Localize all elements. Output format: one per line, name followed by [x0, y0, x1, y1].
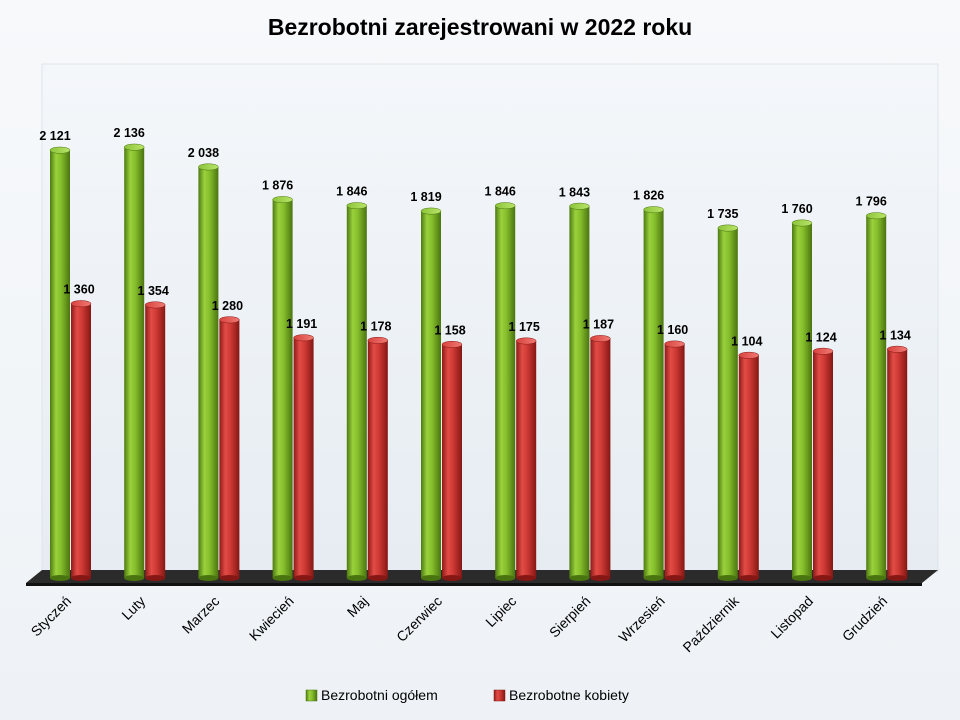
data-label-women-10: 1 104 — [731, 334, 762, 348]
bars-layer — [49, 143, 908, 581]
x-tick-label-3: Marzec — [179, 593, 223, 637]
data-label-total-12: 1 796 — [856, 195, 887, 209]
legend: Bezrobotni ogółem Bezrobotne kobiety — [305, 687, 629, 703]
legend-label-women: Bezrobotne kobiety — [509, 687, 629, 703]
bar-women-8 — [590, 335, 611, 581]
x-tick-label-6: Czerwiec — [393, 593, 445, 645]
bar-total-1 — [49, 146, 71, 581]
bar-total-8 — [569, 202, 590, 581]
bar-women-3 — [219, 316, 240, 581]
legend-label-total: Bezrobotni ogółem — [321, 687, 438, 703]
x-tick-label-8: Sierpień — [546, 593, 594, 641]
data-label-total-7: 1 846 — [485, 185, 516, 199]
bar-women-9 — [664, 340, 685, 581]
bar-total-12 — [865, 212, 887, 581]
x-tick-label-9: Wrzesień — [615, 593, 667, 645]
data-label-women-6: 1 158 — [434, 323, 465, 337]
bar-women-7 — [515, 337, 537, 581]
bar-women-4 — [293, 334, 314, 581]
data-label-total-8: 1 843 — [559, 185, 590, 199]
x-tick-label-10: Październik — [679, 592, 742, 655]
data-label-total-2: 2 136 — [114, 126, 145, 140]
x-axis-ticks: Styczeń Luty Marzec Kwiecień Maj Czerwiec Lipi… — [28, 592, 891, 655]
plot-floor — [26, 570, 938, 583]
bar-total-6 — [420, 207, 442, 581]
plot-back-wall — [41, 63, 939, 573]
data-label-women-1: 1 360 — [63, 283, 94, 297]
x-tick-label-1: Styczeń — [28, 593, 75, 640]
chart-title: Bezrobotni zarejestrowani w 2022 roku — [268, 14, 692, 40]
data-label-women-3: 1 280 — [212, 299, 243, 313]
legend-swatch-total — [305, 689, 318, 702]
legend-swatch-women — [493, 689, 506, 702]
bar-total-2 — [123, 143, 145, 581]
data-label-total-10: 1 735 — [707, 207, 738, 221]
bar-total-5 — [346, 202, 368, 581]
data-label-women-8: 1 187 — [583, 318, 614, 332]
bar-women-12 — [886, 345, 908, 581]
bar-total-11 — [791, 219, 813, 581]
bar-total-7 — [494, 202, 516, 581]
legend-item-women: Bezrobotne kobiety — [493, 687, 629, 703]
bar-total-4 — [272, 196, 293, 581]
legend-item-total: Bezrobotni ogółem — [305, 687, 438, 703]
data-labels-layer: 2 121 1 360 2 136 1 354 2 038 1 280 1 876 1 191… — [39, 126, 911, 348]
bar-women-10 — [738, 351, 760, 581]
bar-women-2 — [144, 301, 166, 581]
bar-total-9 — [643, 206, 664, 581]
bar-women-5 — [367, 336, 389, 581]
bar-women-6 — [441, 340, 463, 581]
bar-women-1 — [70, 300, 92, 581]
x-tick-label-4: Kwiecień — [246, 593, 297, 644]
data-label-total-9: 1 826 — [633, 189, 664, 203]
plot-floor-front — [26, 583, 922, 586]
data-label-women-4: 1 191 — [286, 317, 317, 331]
x-tick-label-12: Grudzień — [839, 593, 890, 644]
data-label-women-12: 1 134 — [880, 328, 911, 342]
data-label-total-1: 2 121 — [39, 129, 70, 143]
x-tick-label-11: Listopad — [767, 593, 816, 642]
data-label-total-4: 1 876 — [262, 179, 293, 193]
data-label-women-5: 1 178 — [360, 319, 391, 333]
data-label-total-6: 1 819 — [410, 190, 441, 204]
data-label-women-11: 1 124 — [805, 330, 836, 344]
data-label-women-2: 1 354 — [138, 284, 169, 298]
data-label-total-3: 2 038 — [188, 146, 219, 160]
bar-women-11 — [812, 347, 834, 581]
bar-total-3 — [198, 163, 219, 581]
data-label-total-5: 1 846 — [336, 185, 367, 199]
x-tick-label-7: Lipiec — [482, 593, 519, 630]
data-label-total-11: 1 760 — [781, 202, 812, 216]
x-tick-label-2: Luty — [118, 593, 148, 623]
data-label-women-7: 1 175 — [509, 320, 540, 334]
data-label-women-9: 1 160 — [657, 323, 688, 337]
bar-total-10 — [717, 224, 739, 581]
x-tick-label-5: Maj — [344, 593, 371, 620]
